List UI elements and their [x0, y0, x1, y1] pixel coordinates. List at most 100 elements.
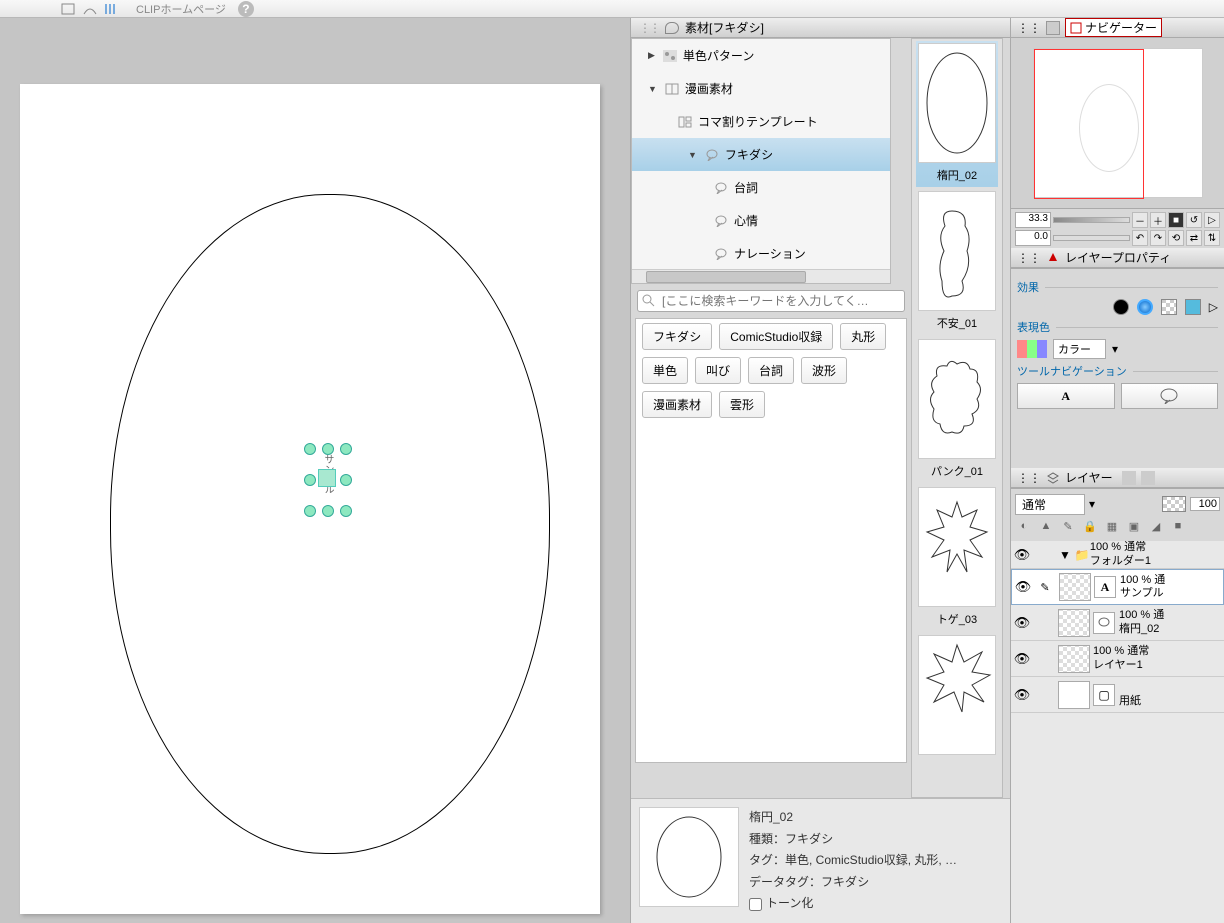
navigator-preview[interactable] [1011, 38, 1224, 208]
visibility-icon[interactable]: 👁 [1011, 615, 1033, 631]
effect-layercolor-icon[interactable] [1185, 299, 1201, 315]
navigator-tab[interactable]: ナビゲーター [1065, 18, 1162, 37]
navigator-viewport[interactable] [1034, 49, 1144, 199]
resize-handle[interactable] [304, 443, 316, 455]
tool-icon[interactable] [82, 2, 98, 16]
materials-tab-title[interactable]: 素材[フキダシ] [685, 19, 764, 36]
visibility-icon[interactable]: 👁 [1011, 687, 1033, 703]
tag-丸形[interactable]: 丸形 [840, 323, 886, 350]
panel-grip-icon[interactable]: ⋮⋮ [639, 21, 659, 35]
resize-handle[interactable] [340, 443, 352, 455]
tag-叫び[interactable]: 叫び [695, 357, 741, 384]
rotate-slider[interactable] [1053, 235, 1130, 241]
tag-波形[interactable]: 波形 [801, 357, 847, 384]
clip-mask-icon[interactable]: ◐ [1015, 517, 1033, 535]
reset-rotation-icon[interactable]: ⟲ [1168, 230, 1184, 246]
material-thumb[interactable]: トゲ_03 [916, 485, 998, 631]
balloon-tool-button[interactable] [1121, 383, 1219, 409]
tree-item-単色パターン[interactable]: ▶単色パターン [632, 39, 890, 72]
balloon-shape[interactable] [110, 194, 550, 854]
expand-icon[interactable]: ▼ [648, 84, 657, 94]
ruler-icon[interactable]: ◢ [1147, 517, 1165, 535]
lock-icon[interactable]: 🔒 [1081, 517, 1099, 535]
clip-homepage-link[interactable]: CLIPホームページ [136, 1, 226, 17]
fit-icon[interactable]: ■ [1168, 212, 1184, 228]
material-thumb[interactable]: パンク_01 [916, 337, 998, 483]
zoom-in-icon[interactable]: ＋ [1150, 212, 1166, 228]
resize-handle[interactable] [322, 505, 334, 517]
tool-icon[interactable] [104, 2, 120, 16]
effect-watercolor-icon[interactable] [1137, 299, 1153, 315]
zoom-out-icon[interactable]: － [1132, 212, 1148, 228]
layer-row[interactable]: 👁100 % 通常レイヤー1 [1011, 641, 1224, 677]
text-tool-button[interactable]: A [1017, 383, 1115, 409]
tree-item-台詞[interactable]: 台詞 [632, 171, 890, 204]
draft-icon[interactable]: ✎ [1059, 517, 1077, 535]
tag-フキダシ[interactable]: フキダシ [642, 323, 712, 350]
panel-grip-icon[interactable]: ⋮⋮ [1017, 471, 1041, 485]
rotate-left-icon[interactable]: ↶ [1132, 230, 1148, 246]
rotation-value[interactable]: 0.0 [1015, 230, 1051, 246]
tree-scrollbar[interactable] [632, 269, 890, 283]
resize-handle[interactable] [304, 474, 316, 486]
expand-icon[interactable]: ▼ [1059, 548, 1071, 562]
material-thumb[interactable]: 不安_01 [916, 189, 998, 335]
effect-border-icon[interactable] [1113, 299, 1129, 315]
color-mode-select[interactable]: カラー [1053, 339, 1106, 359]
dropdown-icon[interactable]: ▾ [1089, 497, 1095, 511]
flip-v-icon[interactable]: ⇅ [1204, 230, 1220, 246]
tone-checkbox[interactable] [749, 898, 762, 911]
effect-tone-icon[interactable] [1161, 299, 1177, 315]
resize-handle[interactable] [304, 505, 316, 517]
rotate-ccw-icon[interactable]: ↺ [1186, 212, 1202, 228]
layers-tab[interactable]: レイヤー [1065, 469, 1113, 486]
tree-item-心情[interactable]: 心情 [632, 204, 890, 237]
animation-icon[interactable] [1141, 471, 1155, 485]
flip-icon[interactable]: ▷ [1204, 212, 1220, 228]
expand-icon[interactable]: ▶ [648, 50, 655, 61]
chevron-right-icon[interactable]: ▷ [1209, 300, 1218, 314]
timeline-icon[interactable] [1122, 471, 1136, 485]
zoom-value[interactable]: 33.3 [1015, 212, 1051, 228]
text-frame[interactable]: サンプル [310, 449, 346, 511]
tag-台詞[interactable]: 台詞 [748, 357, 794, 384]
layer-row[interactable]: 👁▼📁100 % 通常フォルダー1 [1011, 541, 1224, 569]
tree-item-コマ割りテンプレート[interactable]: コマ割りテンプレート [632, 105, 890, 138]
tree-item-ナレーション[interactable]: ナレーション [632, 237, 890, 269]
color-swatch-icon[interactable] [1017, 340, 1047, 358]
visibility-icon[interactable]: 👁 [1011, 651, 1033, 667]
expand-icon[interactable]: ▼ [688, 150, 697, 160]
tree-item-フキダシ[interactable]: ▼フキダシ [632, 138, 890, 171]
layerprop-tab[interactable]: レイヤープロパティ [1065, 249, 1171, 266]
resize-handle[interactable] [322, 443, 334, 455]
flip-h-icon[interactable]: ⇄ [1186, 230, 1202, 246]
canvas[interactable]: サンプル [20, 84, 600, 914]
opacity-value[interactable]: 100 [1190, 497, 1220, 511]
resize-handle[interactable] [340, 474, 352, 486]
edit-target-icon[interactable]: ✎ [1034, 581, 1056, 594]
mask-enable-icon[interactable]: ▣ [1125, 517, 1143, 535]
opacity-slider[interactable] [1162, 496, 1186, 512]
materials-search-input[interactable] [637, 290, 905, 312]
help-icon[interactable]: ? [238, 1, 254, 17]
panel-grip-icon[interactable]: ⋮⋮ [1017, 21, 1041, 35]
blend-mode-select[interactable]: 通常 [1015, 494, 1085, 515]
tag-ComicStudio収録[interactable]: ComicStudio収録 [719, 323, 833, 350]
rotate-right-icon[interactable]: ↷ [1150, 230, 1166, 246]
reference-icon[interactable]: ▲ [1037, 517, 1055, 535]
tool-icon[interactable] [60, 2, 76, 16]
dropdown-icon[interactable]: ▾ [1112, 342, 1118, 356]
visibility-icon[interactable]: 👁 [1012, 579, 1034, 595]
visibility-icon[interactable]: 👁 [1011, 547, 1033, 563]
tree-item-漫画素材[interactable]: ▼漫画素材 [632, 72, 890, 105]
zoom-slider[interactable] [1053, 217, 1130, 223]
panel-grip-icon[interactable]: ⋮⋮ [1017, 251, 1041, 265]
material-thumb[interactable]: 楕円_02 [916, 41, 998, 187]
layercolor-icon[interactable]: ■ [1169, 517, 1187, 535]
layer-row[interactable]: 👁100 % 通楕円_02 [1011, 605, 1224, 641]
material-thumb[interactable] [916, 633, 998, 763]
tag-漫画素材[interactable]: 漫画素材 [642, 391, 712, 418]
tag-単色[interactable]: 単色 [642, 357, 688, 384]
resize-handle[interactable] [340, 505, 352, 517]
lock-transparent-icon[interactable]: ▦ [1103, 517, 1121, 535]
